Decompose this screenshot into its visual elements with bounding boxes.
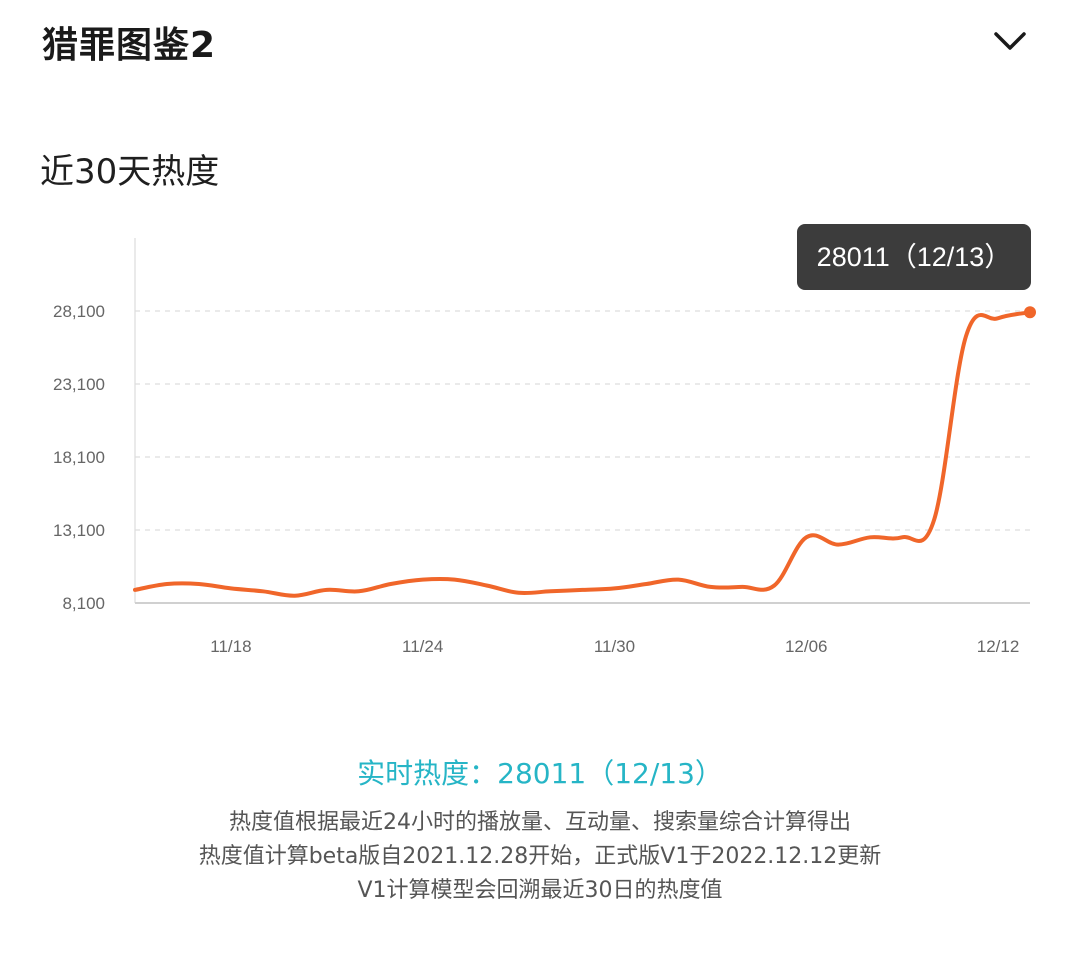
description-line-3: V1计算模型会回溯最近30日的热度值 [357, 878, 723, 903]
description-line-2: 热度值计算beta版自2021.12.28开始，正式版V1于2022.12.12… [198, 844, 882, 869]
realtime-heat: 实时热度：28011（12/13） [0, 752, 1080, 792]
y-tick-label: 28,100 [53, 302, 105, 321]
y-tick-label: 8,100 [62, 594, 105, 613]
heat-line-chart: 28,100 23,100 18,100 13,100 8,100 11/18 11/24… [53, 224, 1036, 656]
show-title: 猎罪图鉴2 [42, 25, 217, 66]
x-tick-label: 11/30 [594, 637, 635, 656]
header-bar: 猎罪图鉴2 [0, 0, 1080, 80]
realtime-value: 28011（12/13） [497, 757, 723, 790]
series-line [133, 310, 1032, 598]
x-tick-label: 11/24 [402, 637, 443, 656]
y-tick-label: 13,100 [53, 521, 105, 540]
x-tick-label: 11/18 [210, 637, 251, 656]
x-tick-label: 12/06 [785, 637, 828, 656]
x-tick-label: 12/12 [977, 637, 1020, 656]
realtime-label: 实时热度： [357, 757, 498, 790]
description-line-1: 热度值根据最近24小时的播放量、互动量、搜索量综合计算得出 [229, 810, 851, 835]
tooltip-bg [797, 224, 1031, 290]
y-tick-label: 18,100 [53, 448, 105, 467]
section-title: 近30天热度 [40, 152, 220, 192]
last-data-point[interactable] [1024, 306, 1036, 319]
tooltip-text: 28011（12/13） [817, 242, 1012, 272]
y-tick-label: 23,100 [53, 375, 105, 394]
tooltip: 28011（12/13） [797, 224, 1031, 290]
description: 热度值根据最近24小时的播放量、互动量、搜索量综合计算得出 热度值计算beta版… [0, 806, 1080, 908]
chevron-down-icon[interactable] [990, 24, 1030, 56]
